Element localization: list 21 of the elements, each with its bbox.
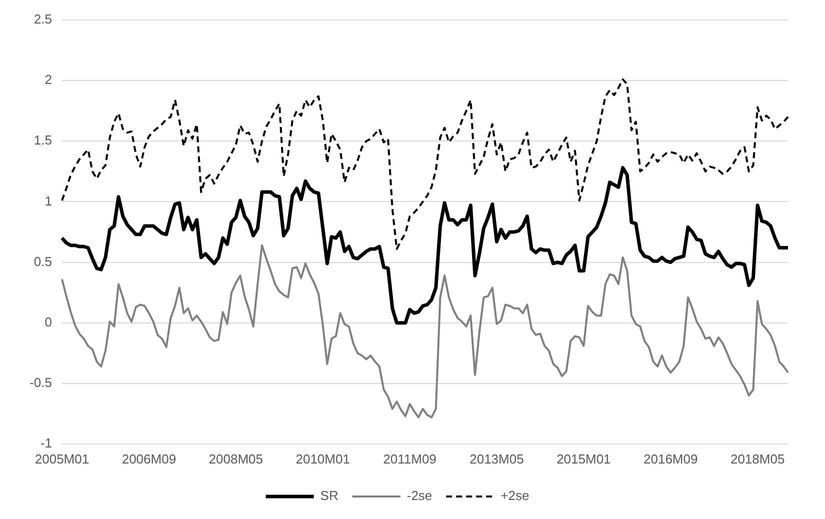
x-tick-label: 2015M01: [556, 451, 611, 466]
y-tick-label: -1: [40, 436, 52, 451]
legend-label: -2se: [406, 488, 432, 504]
y-tick-label: 2: [44, 72, 52, 88]
x-tick-label: 2006M09: [122, 451, 176, 466]
y-tick-label: 0.5: [34, 254, 52, 269]
line-series: [61, 78, 789, 250]
x-tick-label: 2011M09: [383, 451, 436, 466]
x-tick-label: 2005M01: [34, 451, 90, 466]
y-tick-label: 1: [44, 193, 52, 208]
x-tick-label: 2018M05: [730, 451, 785, 466]
legend-label: +2se: [500, 488, 530, 504]
legend-label: SR: [320, 488, 338, 504]
x-tick-label: 2010M01: [296, 451, 350, 466]
x-tick-label: 2016M09: [644, 451, 698, 466]
y-tick-label: 0: [44, 314, 52, 330]
y-tick-label: 2.5: [34, 12, 52, 27]
x-tick-label: 2013M05: [470, 451, 524, 466]
y-tick-label: -0.5: [30, 375, 52, 390]
x-tick-label: 2008M05: [208, 451, 263, 466]
y-tick-label: 1.5: [34, 132, 52, 148]
